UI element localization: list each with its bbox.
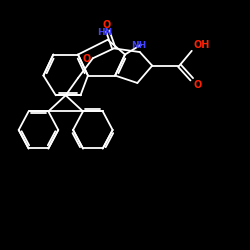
Text: OH: OH xyxy=(194,40,210,50)
Text: O: O xyxy=(194,80,202,90)
Text: O: O xyxy=(102,20,110,30)
Text: HN: HN xyxy=(98,28,113,37)
Text: NH: NH xyxy=(131,41,146,50)
Text: O: O xyxy=(83,54,91,64)
